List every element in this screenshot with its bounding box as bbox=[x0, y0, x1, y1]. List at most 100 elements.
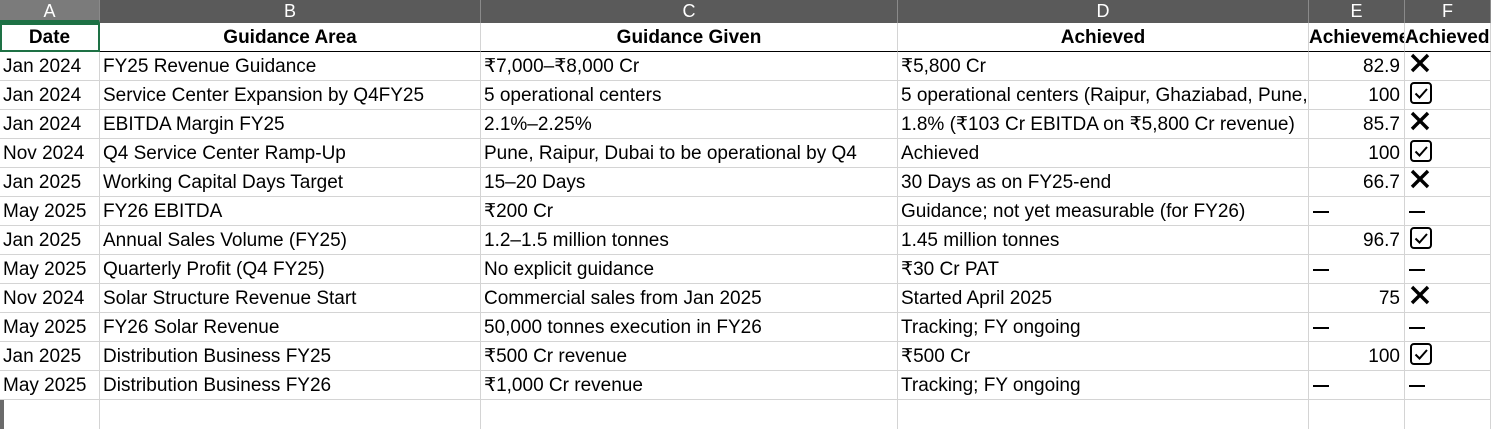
cell-given[interactable]: Commercial sales from Jan 2025 bbox=[481, 284, 898, 313]
dash-icon bbox=[1313, 210, 1329, 213]
column-header-e[interactable]: E bbox=[1309, 0, 1405, 23]
cell-area[interactable]: EBITDA Margin FY25 bbox=[100, 110, 481, 139]
cell-date[interactable]: May 2025 bbox=[0, 255, 100, 284]
cell-area[interactable]: Solar Structure Revenue Start bbox=[100, 284, 481, 313]
cell-date[interactable]: May 2025 bbox=[0, 197, 100, 226]
cell-area[interactable]: Q4 Service Center Ramp-Up bbox=[100, 139, 481, 168]
cell-status[interactable] bbox=[1405, 342, 1491, 371]
cell-date[interactable]: May 2025 bbox=[0, 371, 100, 400]
cell-achieved[interactable]: 5 operational centers (Raipur, Ghaziabad… bbox=[898, 81, 1309, 110]
cell-status[interactable] bbox=[1405, 139, 1491, 168]
cell-achieved[interactable]: Tracking; FY ongoing bbox=[898, 371, 1309, 400]
cell-pct[interactable]: 100 bbox=[1309, 139, 1405, 168]
header-cell-f[interactable]: Achieved? bbox=[1405, 23, 1491, 52]
cell-pct[interactable]: 85.7 bbox=[1309, 110, 1405, 139]
dash-icon bbox=[1313, 326, 1329, 329]
cell-pct[interactable]: 96.7 bbox=[1309, 226, 1405, 255]
cell-area[interactable]: FY26 EBITDA bbox=[100, 197, 481, 226]
empty-cell[interactable] bbox=[100, 400, 481, 429]
cell-pct[interactable] bbox=[1309, 255, 1405, 284]
cell-given[interactable]: ₹500 Cr revenue bbox=[481, 342, 898, 371]
cell-status[interactable] bbox=[1405, 52, 1491, 81]
column-header-c[interactable]: C bbox=[481, 0, 898, 23]
cell-achieved[interactable]: Achieved bbox=[898, 139, 1309, 168]
cell-given[interactable]: Pune, Raipur, Dubai to be operational by… bbox=[481, 139, 898, 168]
column-header-a[interactable]: A bbox=[0, 0, 100, 23]
cell-achieved[interactable]: 30 Days as on FY25-end bbox=[898, 168, 1309, 197]
cell-date[interactable]: Jan 2024 bbox=[0, 52, 100, 81]
cell-area[interactable]: Distribution Business FY25 bbox=[100, 342, 481, 371]
cell-pct[interactable]: 82.9 bbox=[1309, 52, 1405, 81]
empty-cell[interactable] bbox=[898, 400, 1309, 429]
cell-date[interactable]: Jan 2025 bbox=[0, 342, 100, 371]
cell-date[interactable]: Jan 2024 bbox=[0, 110, 100, 139]
table-row: May 2025 Distribution Business FY26 ₹1,000… bbox=[0, 371, 1491, 400]
cell-achieved[interactable]: 1.45 million tonnes bbox=[898, 226, 1309, 255]
table-row: May 2025 FY26 EBITDA ₹200 Cr Guidance; not … bbox=[0, 197, 1491, 226]
cell-status[interactable] bbox=[1405, 168, 1491, 197]
cell-status[interactable] bbox=[1405, 226, 1491, 255]
header-cell-d[interactable]: Achieved bbox=[898, 23, 1309, 52]
cell-area[interactable]: Working Capital Days Target bbox=[100, 168, 481, 197]
cell-achieved[interactable]: Tracking; FY ongoing bbox=[898, 313, 1309, 342]
cell-pct[interactable] bbox=[1309, 371, 1405, 400]
empty-cell[interactable] bbox=[1405, 400, 1491, 429]
cell-achieved[interactable]: ₹5,800 Cr bbox=[898, 52, 1309, 81]
cell-date[interactable]: Nov 2024 bbox=[0, 284, 100, 313]
cell-date[interactable]: Nov 2024 bbox=[0, 139, 100, 168]
cell-pct[interactable]: 100 bbox=[1309, 342, 1405, 371]
cell-area[interactable]: Service Center Expansion by Q4FY25 bbox=[100, 81, 481, 110]
cell-status[interactable] bbox=[1405, 255, 1491, 284]
cell-date[interactable]: Jan 2025 bbox=[0, 168, 100, 197]
cell-area[interactable]: Distribution Business FY26 bbox=[100, 371, 481, 400]
cell-pct[interactable]: 100 bbox=[1309, 81, 1405, 110]
cell-status[interactable] bbox=[1405, 110, 1491, 139]
cell-status[interactable] bbox=[1405, 197, 1491, 226]
cell-status[interactable] bbox=[1405, 313, 1491, 342]
checkbox-icon bbox=[1409, 139, 1433, 167]
cell-given[interactable]: 50,000 tonnes execution in FY26 bbox=[481, 313, 898, 342]
cell-given[interactable]: ₹200 Cr bbox=[481, 197, 898, 226]
header-cell-c[interactable]: Guidance Given bbox=[481, 23, 898, 52]
cross-icon bbox=[1409, 168, 1431, 196]
cell-given[interactable]: ₹1,000 Cr revenue bbox=[481, 371, 898, 400]
cell-given[interactable]: 5 operational centers bbox=[481, 81, 898, 110]
cell-date[interactable]: May 2025 bbox=[0, 313, 100, 342]
cell-area[interactable]: Quarterly Profit (Q4 FY25) bbox=[100, 255, 481, 284]
cell-date[interactable]: Jan 2024 bbox=[0, 81, 100, 110]
cell-pct[interactable] bbox=[1309, 197, 1405, 226]
empty-cell[interactable] bbox=[481, 400, 898, 429]
empty-cell[interactable] bbox=[1309, 400, 1405, 429]
cell-pct[interactable]: 66.7 bbox=[1309, 168, 1405, 197]
cell-achieved[interactable]: ₹30 Cr PAT bbox=[898, 255, 1309, 284]
header-cell-e[interactable]: Achievement bbox=[1309, 23, 1405, 52]
column-header-f[interactable]: F bbox=[1405, 0, 1491, 23]
empty-cell[interactable] bbox=[0, 400, 100, 429]
cell-status[interactable] bbox=[1405, 371, 1491, 400]
column-header-b[interactable]: B bbox=[100, 0, 481, 23]
cross-icon bbox=[1409, 284, 1431, 312]
header-cell-a[interactable]: Date bbox=[0, 23, 100, 52]
header-cell-b[interactable]: Guidance Area bbox=[100, 23, 481, 52]
checkbox-icon bbox=[1409, 342, 1433, 370]
cell-area[interactable]: FY25 Revenue Guidance bbox=[100, 52, 481, 81]
cell-given[interactable]: No explicit guidance bbox=[481, 255, 898, 284]
cell-given[interactable]: ₹7,000–₹8,000 Cr bbox=[481, 52, 898, 81]
cell-achieved[interactable]: ₹500 Cr bbox=[898, 342, 1309, 371]
cell-pct[interactable]: 75 bbox=[1309, 284, 1405, 313]
cell-given[interactable]: 2.1%–2.25% bbox=[481, 110, 898, 139]
cell-given[interactable]: 1.2–1.5 million tonnes bbox=[481, 226, 898, 255]
cell-area[interactable]: Annual Sales Volume (FY25) bbox=[100, 226, 481, 255]
cell-area[interactable]: FY26 Solar Revenue bbox=[100, 313, 481, 342]
cell-status[interactable] bbox=[1405, 81, 1491, 110]
cell-pct[interactable] bbox=[1309, 313, 1405, 342]
cell-achieved[interactable]: Guidance; not yet measurable (for FY26) bbox=[898, 197, 1309, 226]
cell-given[interactable]: 15–20 Days bbox=[481, 168, 898, 197]
cell-date[interactable]: Jan 2025 bbox=[0, 226, 100, 255]
cell-status[interactable] bbox=[1405, 284, 1491, 313]
column-header-d[interactable]: D bbox=[898, 0, 1309, 23]
cell-achieved[interactable]: 1.8% (₹103 Cr EBITDA on ₹5,800 Cr revenu… bbox=[898, 110, 1309, 139]
cell-achieved[interactable]: Started April 2025 bbox=[898, 284, 1309, 313]
